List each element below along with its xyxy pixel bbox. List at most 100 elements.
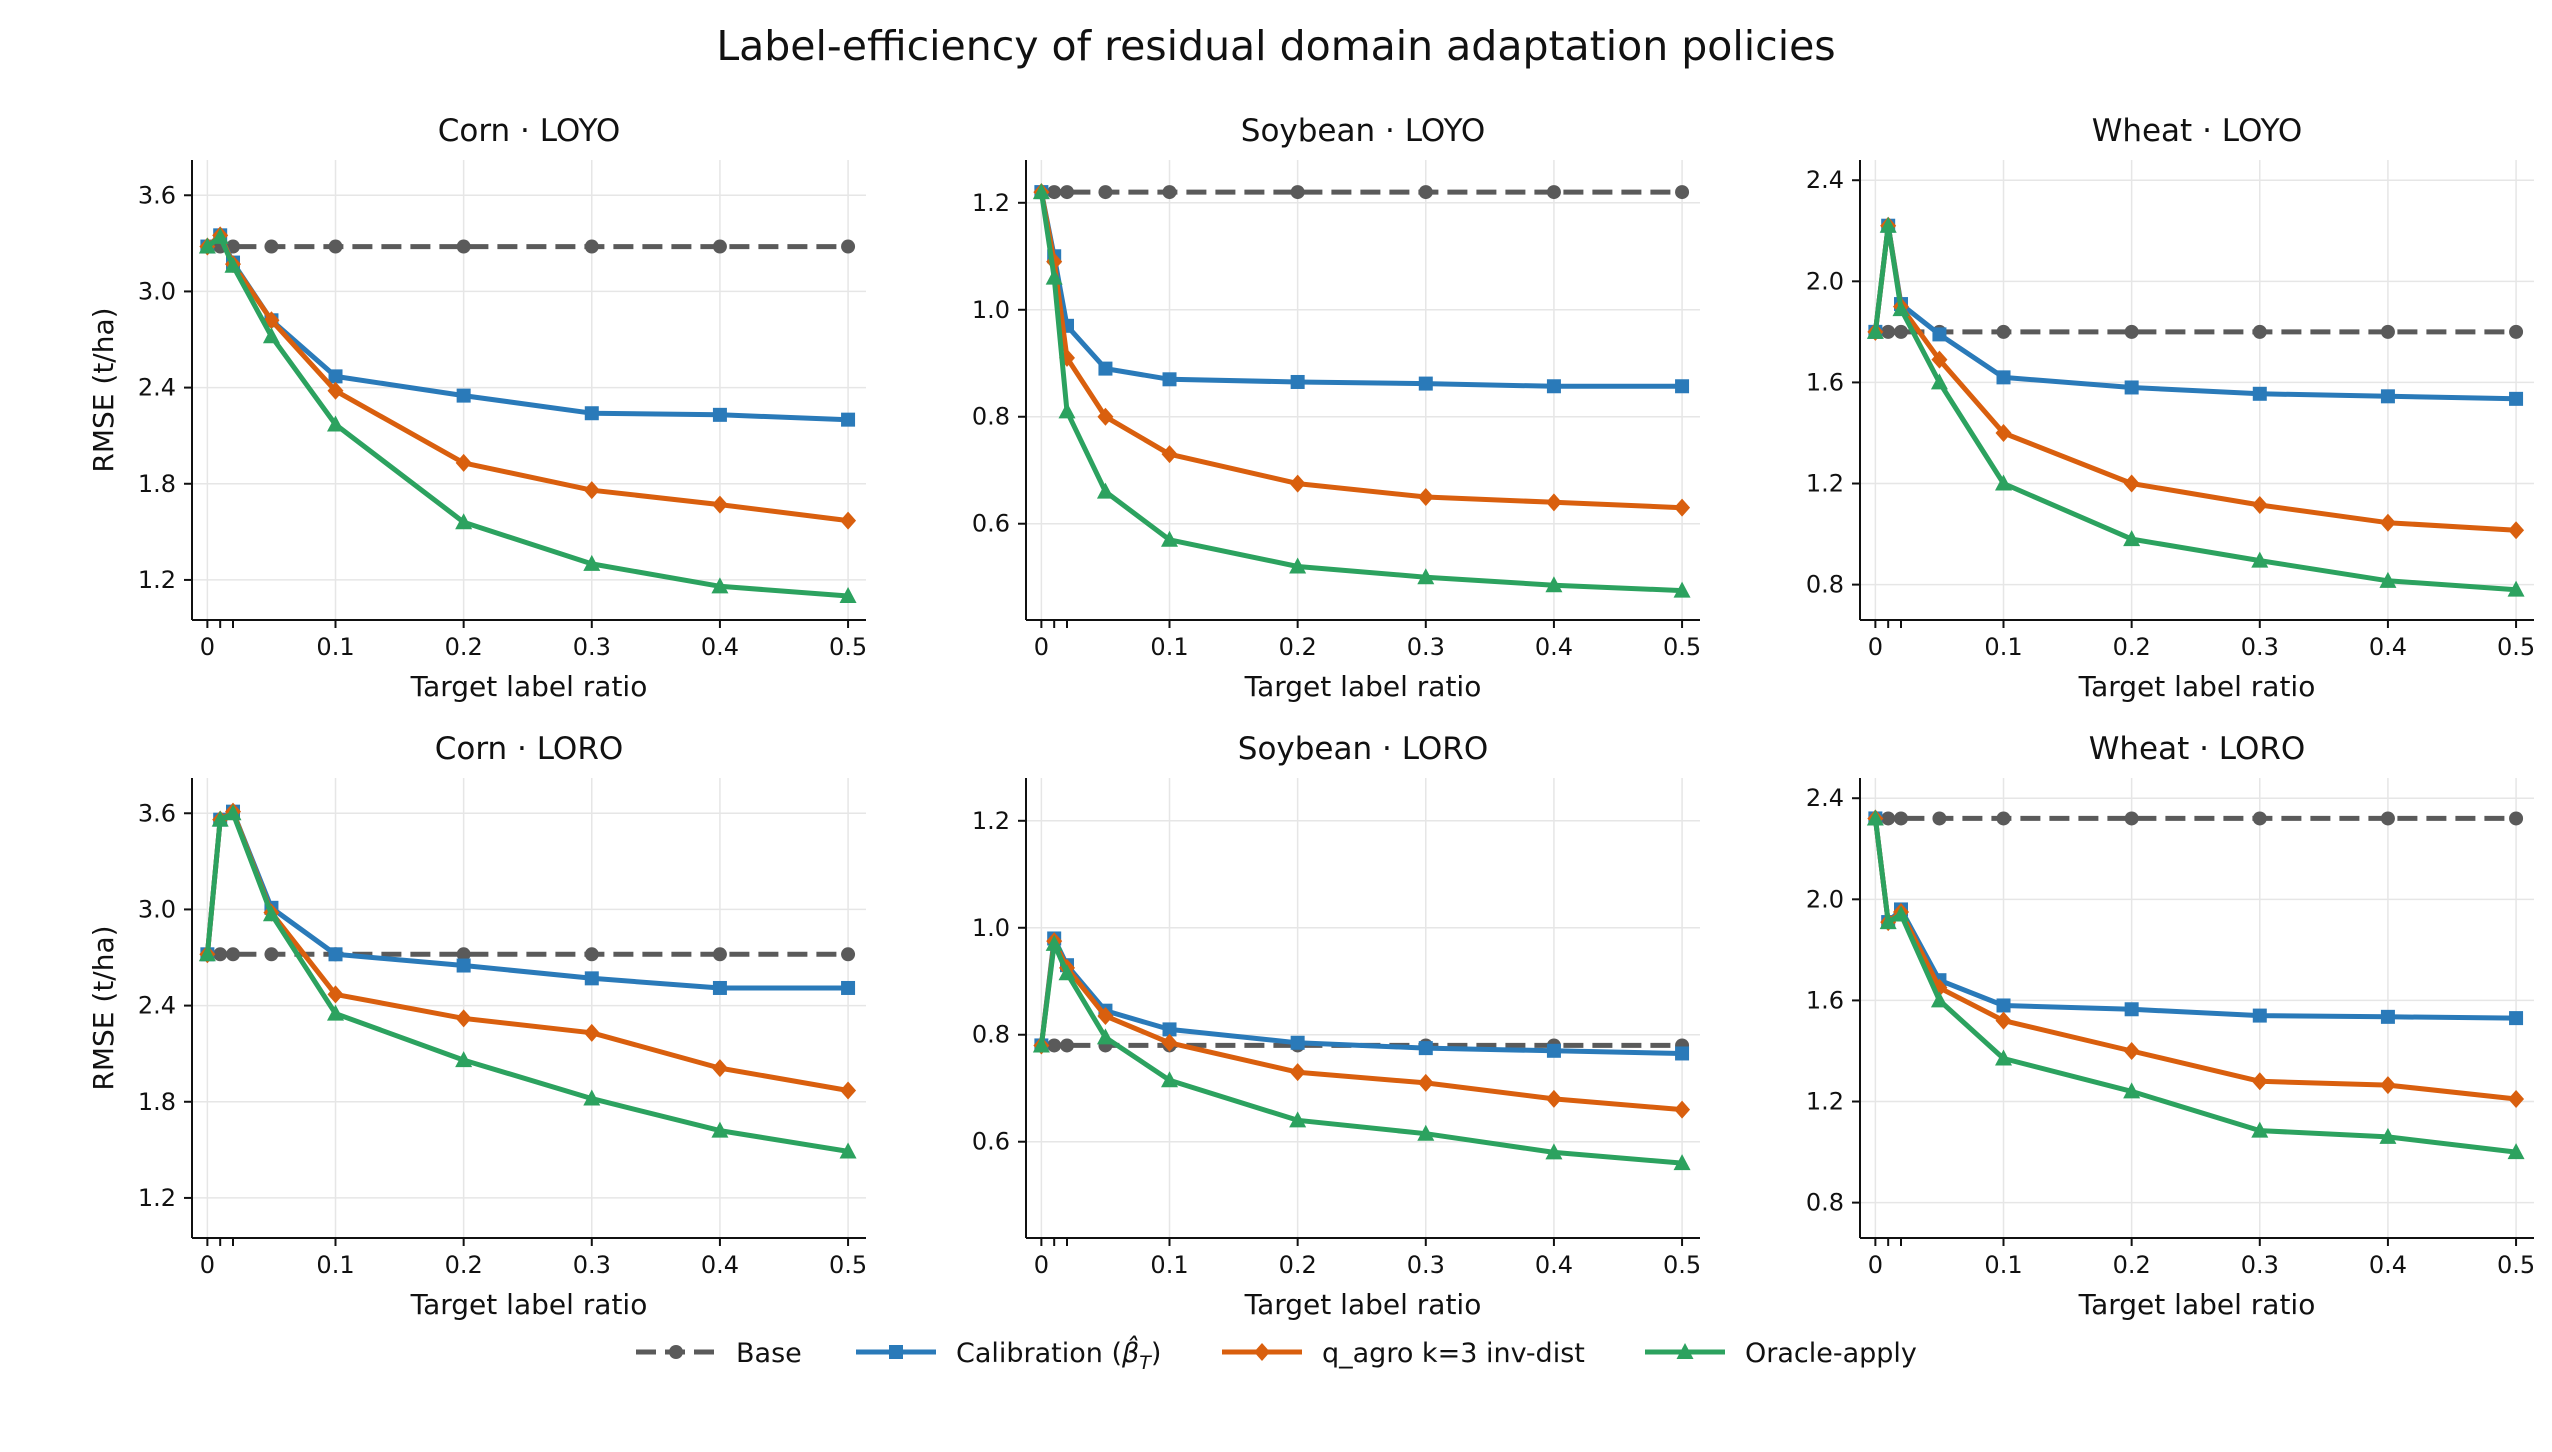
data-point-calib (1546, 379, 1561, 394)
legend-label: Calibration (β̂T) (956, 1335, 1161, 1374)
grid (1860, 778, 2534, 1238)
data-point-oracle (1995, 1049, 2013, 1066)
y-tick-label: 1.2 (972, 807, 1010, 835)
data-point-oracle (2379, 1127, 2397, 1144)
data-point-oracle (1866, 809, 1884, 826)
data-point-base (2509, 811, 2524, 826)
x-axis-label: Target label ratio (2078, 670, 2316, 703)
data-point-oracle (1032, 1036, 1050, 1053)
data-point-calib (1162, 372, 1177, 387)
data-point-oracle (1892, 905, 1910, 922)
panel-3: 0 0.1 0.2 0.3 0.4 0.5 0.8 1.2 1.6 2.0 2.4 Wheat · L… (1806, 113, 2535, 703)
data-point-qagro (1995, 1011, 2012, 1030)
panel-5: 0 0.1 0.2 0.3 0.4 0.5 0.6 0.8 1.0 1.2 Soybean · LO… (972, 731, 1701, 1321)
data-point-oracle (1096, 482, 1114, 499)
y-tick-label: 0.6 (972, 1128, 1010, 1156)
y-tick-label: 2.4 (138, 992, 176, 1020)
data-point-calib (1418, 376, 1433, 391)
panel-2: 0 0.1 0.2 0.3 0.4 0.5 0.6 0.8 1.0 1.2 Soybean · LO… (972, 113, 1701, 703)
x-axis-label: Target label ratio (410, 1288, 648, 1321)
data-point-qagro (1545, 493, 1562, 512)
data-point-oracle (1879, 216, 1897, 233)
data-point-oracle (2251, 1121, 2269, 1138)
y-tick-label: 1.2 (138, 1184, 176, 1212)
data-point-calib (841, 980, 856, 995)
y-tick-label: 0.8 (1806, 1189, 1844, 1217)
legend-item-qagro: q_agro k=3 inv-dist (1222, 1338, 1585, 1369)
data-point-oracle (1417, 1124, 1435, 1141)
panel-title: Wheat · LORO (2089, 731, 2306, 767)
x-tick-label: 0.1 (316, 633, 354, 661)
x-tick-label: 0.5 (1663, 633, 1701, 661)
y-tick-label: 2.0 (1806, 267, 1844, 295)
data-point-qagro (1931, 350, 1948, 369)
y-tick-label: 2.4 (1806, 784, 1844, 812)
data-point-calib (712, 407, 727, 422)
data-point-qagro (840, 511, 857, 530)
data-point-base (1060, 1038, 1075, 1053)
data-point-oracle (1058, 402, 1076, 419)
x-tick-label: 0.2 (2113, 1251, 2151, 1279)
panels: 0 0.1 0.2 0.3 0.4 0.5 1.2 1.8 2.4 3.0 3.6 Corn · LO… (87, 113, 2535, 1321)
panel-title: Wheat · LOYO (2092, 113, 2303, 149)
data-point-oracle (198, 237, 216, 254)
data-point-base (1881, 811, 1896, 826)
y-tick-label: 1.0 (972, 914, 1010, 942)
data-point-calib (2124, 380, 2139, 395)
data-point-base (712, 947, 727, 962)
legend-label-symbol: β̂ (1121, 1335, 1139, 1369)
data-point-calib (1675, 379, 1690, 394)
data-point-oracle (327, 415, 345, 432)
panel-title: Corn · LOYO (438, 113, 621, 149)
data-point-calib (2124, 1002, 2139, 1017)
data-point-calib (1546, 1043, 1561, 1058)
data-point-qagro (1995, 423, 2012, 442)
x-axis-label: Target label ratio (410, 670, 648, 703)
x-tick-label: 0.3 (2241, 633, 2279, 661)
data-point-oracle (1161, 1071, 1179, 1088)
data-point-oracle (224, 804, 242, 821)
data-point-qagro (1674, 1100, 1691, 1119)
data-point-calib (1932, 327, 1947, 342)
data-point-oracle (2123, 1082, 2141, 1099)
data-point-oracle (1673, 581, 1691, 598)
data-point-oracle (1289, 1111, 1307, 1128)
x-tick-label: 0 (1034, 633, 1049, 661)
x-tick-label: 0.5 (2497, 633, 2535, 661)
data-point-calib (2252, 1008, 2267, 1023)
data-point-qagro (583, 1023, 600, 1042)
y-tick-label: 1.2 (972, 189, 1010, 217)
data-point-base (1996, 324, 2011, 339)
data-point-qagro (2123, 474, 2140, 493)
data-point-oracle (1866, 322, 1884, 339)
data-point-oracle (583, 1089, 601, 1106)
data-point-calib (1418, 1041, 1433, 1056)
data-point-base (2252, 324, 2267, 339)
data-point-oracle (1930, 991, 1948, 1008)
data-point-oracle (1161, 530, 1179, 547)
panel-4: 0 0.1 0.2 0.3 0.4 0.5 1.2 1.8 2.4 3.0 3.6 Corn · LO… (87, 731, 867, 1321)
y-tick-label: 1.6 (1806, 368, 1844, 396)
legend-label: q_agro k=3 inv-dist (1322, 1338, 1585, 1369)
x-axis-label: Target label ratio (1244, 1288, 1482, 1321)
data-point-qagro (1417, 487, 1434, 506)
data-point-calib (2380, 1009, 2395, 1024)
data-point-calib (328, 947, 343, 962)
figure-title: Label-efficiency of residual domain adap… (716, 22, 1835, 70)
data-point-calib (328, 369, 343, 384)
x-tick-label: 0.4 (2369, 633, 2407, 661)
data-point-base (2380, 811, 2395, 826)
data-point-oracle (262, 327, 280, 344)
data-point-calib (841, 412, 856, 427)
data-point-qagro (1289, 474, 1306, 493)
data-point-qagro (1161, 445, 1178, 464)
y-tick-label: 1.6 (1806, 986, 1844, 1014)
data-point-base (328, 239, 343, 254)
x-tick-label: 0.1 (1984, 1251, 2022, 1279)
data-point-qagro (455, 1009, 472, 1028)
data-point-calib (584, 971, 599, 986)
data-point-calib (2252, 386, 2267, 401)
x-tick-label: 0 (1868, 1251, 1883, 1279)
y-tick-label: 3.0 (138, 277, 176, 305)
